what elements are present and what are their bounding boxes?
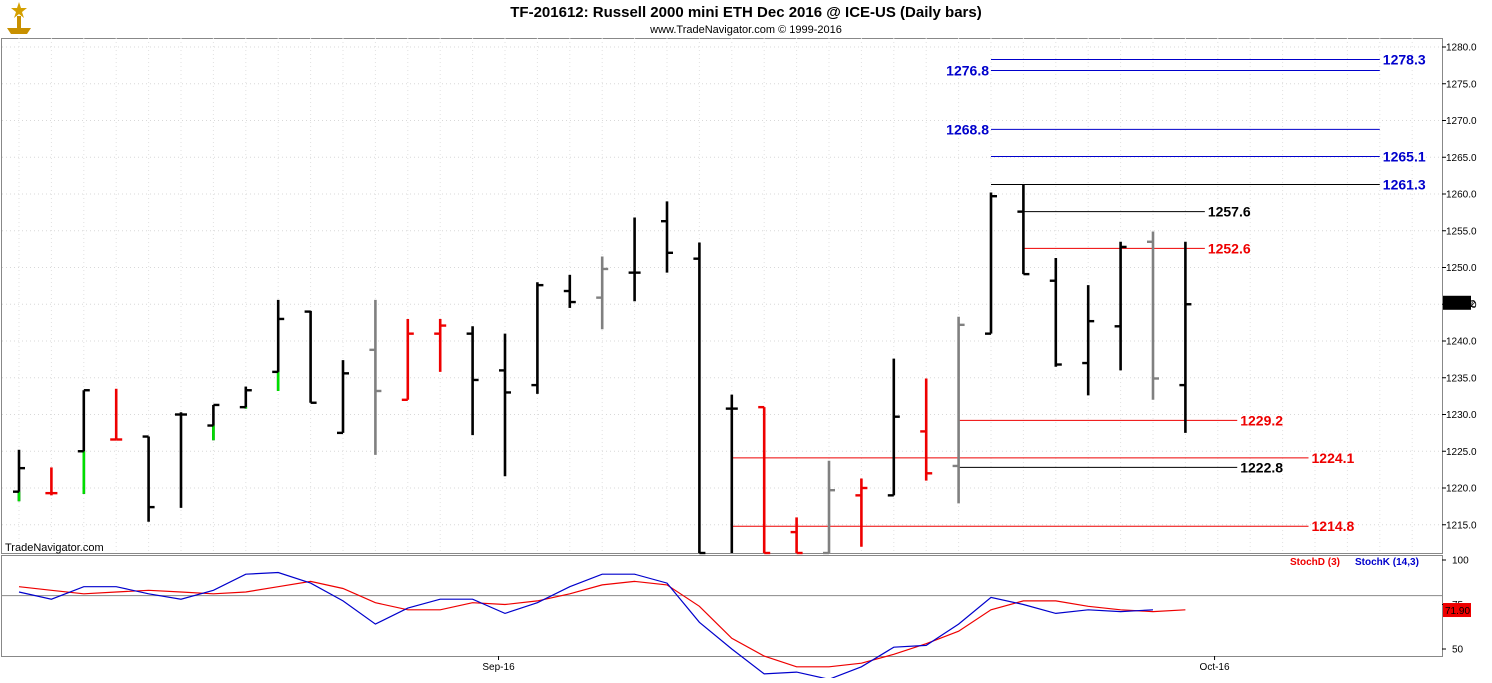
ohlc-bar (725, 394, 738, 553)
ohlc-bar (207, 403, 220, 441)
price-tick-label: 1280.0 (1446, 43, 1477, 54)
level-label: 1265.1 (1383, 149, 1426, 165)
price-tick-label: 1255.0 (1446, 226, 1477, 237)
ohlc-bar (499, 333, 511, 477)
level-label: 1252.6 (1208, 240, 1251, 256)
stoch-last-label: 71.90 (1445, 606, 1470, 617)
price-tick-label: 1225.0 (1446, 447, 1477, 458)
level-label: 1257.6 (1208, 204, 1251, 220)
ohlc-bar (466, 326, 479, 436)
ohlc-bar (77, 389, 90, 494)
ohlc-bar (693, 242, 706, 555)
ohlc-bar (369, 299, 382, 455)
ohlc-bar (401, 318, 414, 401)
ohlc-bar (887, 358, 900, 497)
ohlc-bar (1147, 231, 1159, 400)
stoch-series-line (18, 580, 1186, 668)
last-price-badge (1443, 295, 1471, 310)
last-price-label: 1245.2 (1445, 299, 1476, 310)
ohlc-bar (239, 386, 252, 409)
ohlc-bar (45, 467, 58, 496)
level-label: 1268.8 (946, 121, 989, 137)
ohlc-bar (142, 435, 155, 522)
ohlc-bar (272, 299, 285, 391)
ohlc-bar (337, 360, 349, 435)
price-tick-label: 1265.0 (1446, 153, 1477, 164)
level-label: 1261.3 (1383, 176, 1426, 192)
ohlc-bar (531, 282, 544, 394)
price-tick-label: 1215.0 (1446, 520, 1477, 531)
level-lines: 1278.3 1276.8 1268.8 1265.1 1261.3 1257.6 1252… (731, 51, 1426, 534)
price-tick-label: 1270.0 (1446, 116, 1477, 127)
ohlc-bar (758, 405, 771, 555)
chart-subtitle: www.TradeNavigator.com © 1999-2016 (649, 24, 842, 36)
ohlc-bar (1017, 184, 1030, 276)
ohlc-bar (434, 318, 447, 372)
ohlc-bar (110, 388, 123, 441)
ohlc-bar (823, 460, 835, 555)
stoch-panel-frame (1, 555, 1443, 657)
date-tick-label: Oct-16 (1200, 662, 1230, 673)
ohlc-bar (13, 449, 25, 502)
date-tick-label: Sep-16 (482, 662, 515, 673)
ohlc-bar (920, 378, 933, 481)
price-tick-label: 1235.0 (1446, 373, 1477, 384)
stoch-tick-label: 50 (1452, 645, 1464, 656)
price-tick-label: 1230.0 (1446, 410, 1477, 421)
level-label: 1229.2 (1240, 412, 1283, 428)
tradenavigator-logo-icon (7, 2, 31, 34)
level-label: 1222.8 (1240, 459, 1283, 475)
date-axis: Sep-16 Oct-16 (482, 656, 1230, 673)
level-label: 1224.1 (1312, 450, 1355, 466)
stoch-tick-label: 100 (1452, 556, 1469, 567)
ohlc-bar (1179, 241, 1192, 433)
level-label: 1278.3 (1383, 51, 1426, 67)
price-tick-label: 1250.0 (1446, 263, 1477, 274)
ohlc-bar (304, 310, 317, 404)
price-tick-label: 1260.0 (1446, 190, 1477, 201)
stoch-legend-entry: StochK (14,3) (1355, 557, 1419, 568)
stochastic-panel: 1007550StochD (3)StochK (14,3)71.90 (2, 556, 1471, 680)
price-tick-label: 1220.0 (1446, 484, 1477, 495)
price-bars (13, 184, 1192, 555)
watermark-label: TradeNavigator.com (5, 542, 104, 554)
ohlc-bar (1114, 241, 1127, 371)
ohlc-bar (952, 316, 965, 504)
chart-title: TF-201612: Russell 2000 mini ETH Dec 201… (510, 4, 981, 21)
ohlc-bar (1049, 257, 1062, 367)
stoch-series-line (18, 571, 1154, 680)
ohlc-bar (855, 478, 868, 547)
ohlc-bar (596, 256, 609, 330)
price-axis: 1215.0 1220.0 1225.0 1230.0 1235.0 1240.0 1245… (1442, 43, 1477, 531)
price-panel-frame (1, 38, 1443, 554)
stoch-legend-entry: StochD (3) (1290, 557, 1340, 568)
ohlc-bar (175, 412, 187, 508)
ohlc-bar (563, 274, 576, 308)
stoch-last-badge (1443, 603, 1471, 618)
grid-lines (2, 38, 1442, 553)
ohlc-bar (661, 201, 673, 273)
level-label: 1276.8 (946, 63, 989, 79)
ohlc-bar (628, 217, 641, 302)
ohlc-bar (985, 192, 997, 335)
price-tick-label: 1275.0 (1446, 79, 1477, 90)
price-tick-label: 1240.0 (1446, 337, 1477, 348)
ohlc-bar (790, 517, 803, 555)
level-label: 1214.8 (1312, 518, 1355, 534)
ohlc-bar (1082, 285, 1095, 396)
